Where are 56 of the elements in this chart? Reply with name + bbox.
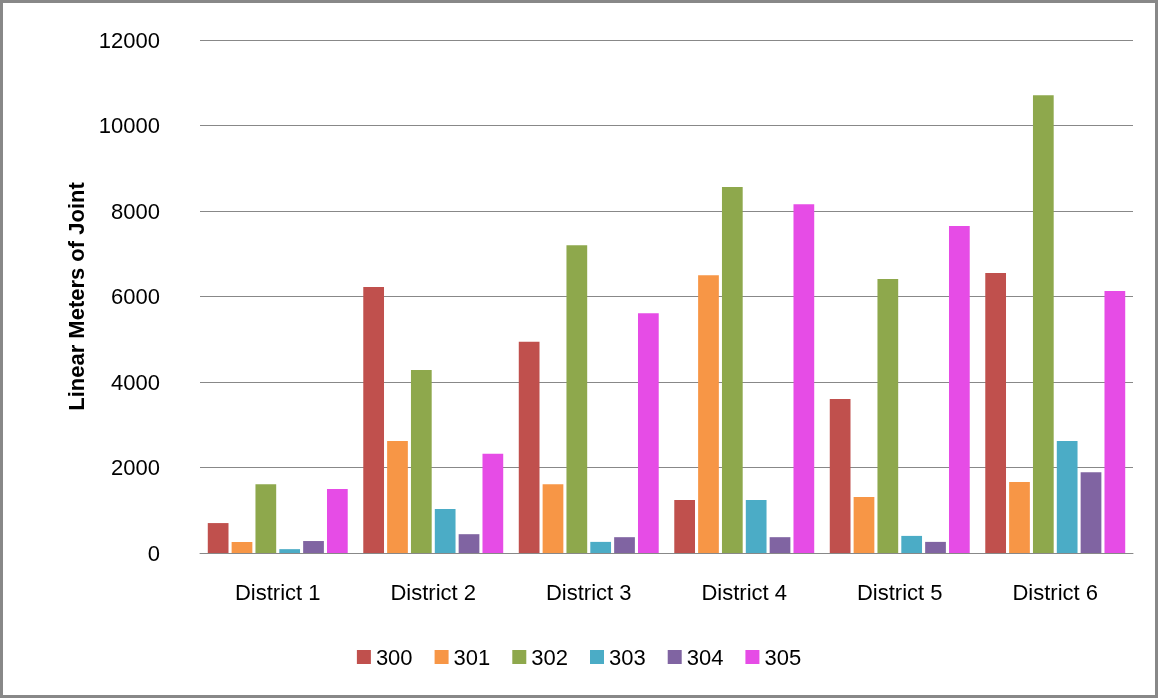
legend-label: 304 [686, 644, 724, 670]
bar [829, 399, 851, 553]
bar [793, 204, 815, 553]
bar [853, 497, 875, 553]
y-tick-label: 10000 [98, 113, 160, 138]
bar [518, 341, 540, 553]
bar [614, 537, 635, 553]
bar [698, 275, 719, 553]
legend-label: 305 [764, 644, 802, 670]
y-tick-label: 4000 [111, 369, 160, 395]
bar [985, 272, 1007, 553]
bar [1032, 95, 1054, 553]
bar [410, 370, 432, 553]
bar [387, 441, 408, 553]
bar [637, 313, 659, 553]
bar [255, 484, 277, 553]
y-tick-label: 12000 [98, 27, 160, 53]
legend-label: 303 [609, 644, 646, 670]
y-tick-label: 6000 [111, 284, 160, 309]
bar [721, 187, 743, 553]
bar [1056, 441, 1078, 553]
y-axis-title: Linear Meters of Joint [64, 181, 90, 411]
bar [458, 534, 480, 553]
bar [326, 488, 348, 553]
x-tick-label: District 3 [545, 579, 632, 605]
x-tick-label: District 1 [234, 579, 321, 605]
bar [745, 499, 767, 553]
legend-label: 302 [531, 644, 569, 670]
bar [434, 508, 456, 553]
x-tick-label: District 4 [701, 579, 788, 605]
x-tick-label: District 2 [390, 579, 477, 605]
bar [948, 225, 970, 553]
bar [590, 541, 612, 553]
bar [542, 484, 564, 553]
y-tick-label: 0 [147, 540, 160, 566]
bar [482, 453, 504, 553]
bar [1009, 482, 1030, 553]
y-tick-label: 2000 [111, 455, 160, 480]
legend-label: 301 [453, 644, 491, 670]
bar [769, 537, 791, 553]
bar [231, 541, 253, 553]
x-tick-label: District 5 [856, 579, 943, 605]
bar [566, 245, 588, 553]
bar [1104, 290, 1126, 553]
bar [901, 535, 923, 553]
bar [303, 541, 324, 553]
bar [877, 278, 899, 553]
bar [207, 523, 229, 553]
y-tick-label: 8000 [111, 198, 160, 224]
bar [925, 541, 946, 553]
x-tick-label: District 6 [1012, 579, 1099, 605]
bar [279, 549, 301, 553]
bar [674, 499, 696, 553]
bar [363, 287, 385, 553]
legend-label: 300 [375, 644, 413, 670]
bar [1080, 472, 1102, 553]
